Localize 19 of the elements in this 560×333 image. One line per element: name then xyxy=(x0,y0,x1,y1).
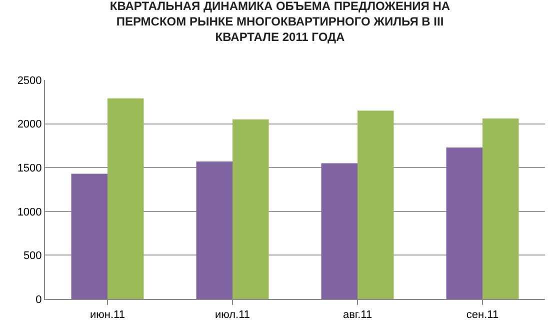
chart-title: КВАРТАЛЬНАЯ ДИНАМИКА ОБЪЕМА ПРЕДЛОЖЕНИЯ НА ПЕРМСКОМ РЫНКЕ МНОГОКВАРТИРНОГО ЖИЛЬЯ В III КВАРТАЛЕ 2011 ГОДА xyxy=(110,0,450,44)
bar xyxy=(358,110,394,299)
bar xyxy=(321,163,358,299)
y-tick-label: 2500 xyxy=(17,74,42,87)
y-tick-label: 1000 xyxy=(17,206,42,218)
y-tick-label: 500 xyxy=(23,250,42,262)
x-tick-label: июн.11 xyxy=(90,309,125,322)
x-tick-label: авг.11 xyxy=(342,309,372,322)
bar xyxy=(232,119,269,299)
x-tick-label: сен.11 xyxy=(466,309,499,322)
bar xyxy=(196,161,232,299)
x-tick-label: июл.11 xyxy=(214,309,250,322)
y-tick-label: 2000 xyxy=(17,118,42,131)
bar xyxy=(108,98,144,299)
y-tick-label: 0 xyxy=(36,294,42,306)
bar xyxy=(446,147,482,299)
bar xyxy=(482,118,519,299)
y-tick-label: 1500 xyxy=(17,162,42,174)
bar xyxy=(71,174,108,299)
